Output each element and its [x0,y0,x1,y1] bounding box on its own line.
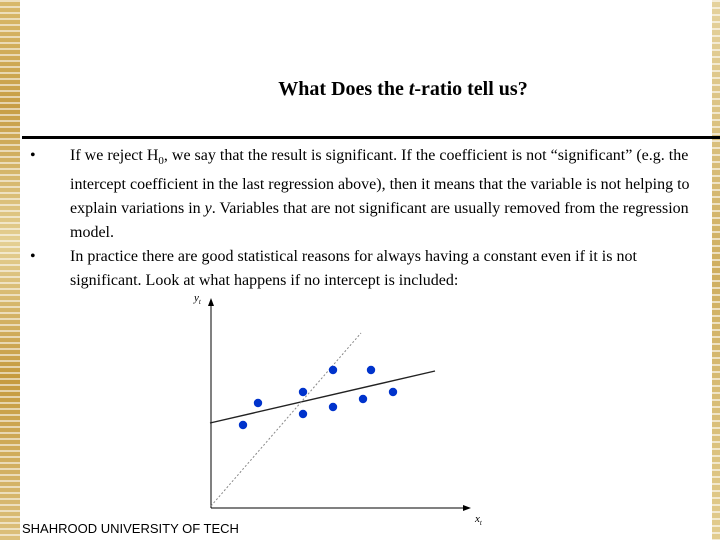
data-point [298,387,308,397]
x-axis-label: xt [474,513,483,527]
right-decorative-strip [712,0,720,540]
data-point [358,394,368,404]
title-t-italic: t [408,78,415,100]
x-axis-arrowhead [463,505,471,511]
slide-title: What Does the t-ratio tell us? [278,78,528,100]
left-decorative-strip [0,0,20,540]
bullet-item-2: • In practice there are good statistical… [30,245,705,293]
data-points [238,365,398,430]
y-axis-label: yt [193,292,202,306]
fitted-lines [209,332,436,507]
bullet-list: • If we reject H0, we say that the resul… [30,144,705,293]
title-divider [22,136,720,139]
data-point [328,402,338,412]
data-point [366,365,376,375]
bullet-marker: • [30,248,36,266]
fitted-through-origin-line [210,332,362,507]
footer-institution: SHAHROOD UNIVERSITY OF TECH [22,521,239,536]
y-axis-arrowhead [208,298,214,306]
data-point [328,365,338,375]
data-point [238,420,248,430]
bullet-item-1: • If we reject H0, we say that the resul… [30,144,705,245]
data-point [253,398,263,408]
data-point [388,387,398,397]
fitted-with-intercept-line [209,370,436,424]
bullet-marker: • [30,147,36,164]
data-point [298,409,308,419]
